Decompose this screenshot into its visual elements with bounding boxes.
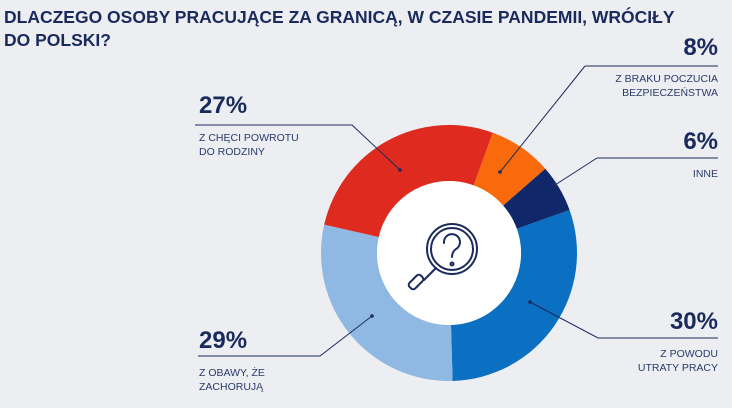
leader-dot xyxy=(370,314,374,318)
pct-label-inne: 6% xyxy=(683,128,718,155)
donut-slice xyxy=(320,224,453,382)
pct-label-rodzina: 27% xyxy=(199,92,248,119)
leader-dot xyxy=(553,183,557,187)
label-inne: INNE xyxy=(692,168,718,180)
leader-line xyxy=(198,315,373,357)
leader-dot xyxy=(528,300,532,304)
leader-line xyxy=(529,301,718,339)
magnifier-question-icon xyxy=(407,223,478,291)
leader-line xyxy=(195,124,401,171)
leader-line xyxy=(499,65,586,173)
label-zachorowanie: Z OBAWY, ŻE ZACHORUJĄ xyxy=(199,367,265,393)
label-rodzina: Z CHĘCI POWROTU DO RODZINY xyxy=(199,132,299,158)
label-praca: Z POWODU UTRATY PRACY xyxy=(637,348,718,374)
donut-center xyxy=(377,181,521,325)
leader-line xyxy=(554,157,598,186)
label-bezpieczenstwo: Z BRAKU POCZUCIA BEZPIECZEŃSTWA xyxy=(615,73,718,99)
pct-label-bezpieczenstwo: 8% xyxy=(683,34,718,61)
donut-slice xyxy=(451,210,578,381)
leader-dot xyxy=(498,170,502,174)
pct-label-praca: 30% xyxy=(669,308,718,335)
leader-dot xyxy=(398,168,402,172)
donut-slice xyxy=(324,125,493,238)
pct-label-zachorowanie: 29% xyxy=(199,327,248,354)
donut-slice xyxy=(473,132,546,206)
chart-title: DLACZEGO OSOBY PRACUJĄCE ZA GRANICĄ, W C… xyxy=(4,7,675,50)
donut-slice xyxy=(503,168,570,229)
